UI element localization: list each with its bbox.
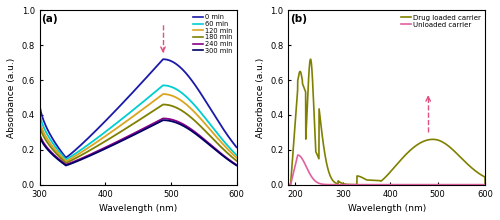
300 min [63, 164, 69, 167]
Text: (b): (b) [290, 14, 307, 24]
0 min [206, 106, 212, 109]
Y-axis label: Absorbance (a.u.): Absorbance (a.u.) [256, 57, 264, 138]
240 min [48, 151, 54, 154]
120 min [151, 99, 157, 102]
120 min [63, 160, 69, 162]
300 min [206, 144, 212, 146]
Drug loaded carrier [352, 183, 358, 186]
240 min [160, 117, 166, 120]
180 min [48, 147, 54, 150]
Legend: 0 min, 60 min, 120 min, 180 min, 240 min, 300 min: 0 min, 60 min, 120 min, 180 min, 240 min… [192, 14, 233, 54]
60 min [162, 84, 168, 87]
Unloaded carrier [389, 183, 395, 186]
120 min [206, 128, 212, 130]
60 min [160, 84, 166, 87]
Unloaded carrier [285, 183, 291, 186]
X-axis label: Wavelength (nm): Wavelength (nm) [348, 204, 426, 213]
0 min [36, 101, 43, 104]
0 min [156, 62, 162, 65]
Unloaded carrier [371, 183, 377, 186]
0 min [48, 136, 54, 139]
60 min [36, 110, 43, 113]
300 min [156, 121, 162, 123]
240 min [234, 164, 239, 166]
180 min [151, 109, 157, 112]
180 min [156, 106, 162, 108]
240 min [206, 142, 212, 145]
Line: 300 min: 300 min [40, 120, 236, 165]
Unloaded carrier [294, 154, 300, 156]
Line: Unloaded carrier: Unloaded carrier [288, 155, 485, 185]
Drug loaded carrier [393, 164, 399, 167]
240 min [36, 131, 43, 134]
180 min [206, 134, 212, 137]
60 min [156, 87, 162, 90]
120 min [36, 117, 43, 120]
Unloaded carrier [318, 183, 324, 185]
0 min [63, 156, 69, 159]
120 min [234, 156, 239, 159]
Drug loaded carrier [389, 169, 395, 172]
180 min [186, 115, 192, 117]
Line: Drug loaded carrier: Drug loaded carrier [288, 59, 485, 185]
Line: 240 min: 240 min [40, 118, 236, 165]
60 min [206, 122, 212, 125]
X-axis label: Wavelength (nm): Wavelength (nm) [99, 204, 177, 213]
300 min [162, 119, 168, 122]
180 min [36, 122, 43, 125]
Unloaded carrier [312, 179, 318, 182]
300 min [48, 152, 54, 155]
Y-axis label: Absorbance (a.u.): Absorbance (a.u.) [7, 57, 16, 138]
120 min [48, 144, 54, 147]
Text: (a): (a) [42, 14, 58, 24]
0 min [186, 76, 192, 79]
Line: 60 min: 60 min [40, 85, 236, 159]
Drug loaded carrier [312, 122, 318, 125]
300 min [151, 123, 157, 126]
Drug loaded carrier [285, 183, 291, 186]
60 min [151, 91, 157, 94]
0 min [162, 58, 168, 61]
0 min [151, 68, 157, 70]
180 min [234, 160, 239, 162]
120 min [160, 93, 166, 95]
240 min [162, 117, 168, 120]
300 min [234, 164, 239, 167]
60 min [63, 158, 69, 161]
Line: 120 min: 120 min [40, 94, 236, 161]
60 min [234, 154, 239, 156]
Drug loaded carrier [371, 179, 377, 182]
0 min [160, 58, 166, 60]
Line: 180 min: 180 min [40, 104, 236, 163]
Line: 0 min: 0 min [40, 59, 236, 158]
60 min [48, 140, 54, 143]
180 min [162, 103, 168, 106]
Drug loaded carrier [318, 129, 324, 132]
300 min [186, 128, 192, 131]
300 min [160, 119, 166, 121]
120 min [162, 93, 168, 95]
Drug loaded carrier [308, 58, 314, 60]
120 min [186, 106, 192, 108]
300 min [36, 133, 43, 136]
0 min [234, 146, 239, 149]
Unloaded carrier [393, 183, 399, 186]
60 min [186, 98, 192, 101]
180 min [160, 103, 166, 106]
180 min [63, 161, 69, 164]
Unloaded carrier [352, 183, 358, 186]
240 min [151, 122, 157, 125]
240 min [156, 119, 162, 122]
Legend: Drug loaded carrier, Unloaded carrier: Drug loaded carrier, Unloaded carrier [400, 14, 481, 28]
120 min [156, 95, 162, 98]
240 min [186, 126, 192, 129]
Drug loaded carrier [482, 183, 488, 186]
Unloaded carrier [482, 183, 488, 186]
